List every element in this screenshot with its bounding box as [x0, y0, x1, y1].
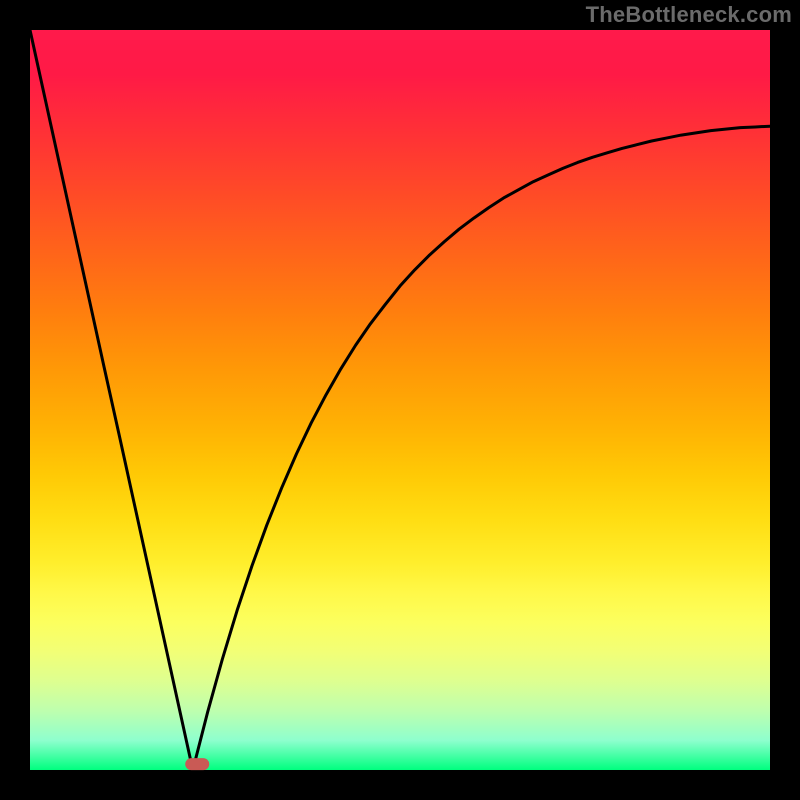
watermark-text: TheBottleneck.com: [586, 2, 792, 28]
chart-container: TheBottleneck.com: [0, 0, 800, 800]
bottleneck-chart: [0, 0, 800, 800]
optimum-marker: [185, 758, 209, 770]
